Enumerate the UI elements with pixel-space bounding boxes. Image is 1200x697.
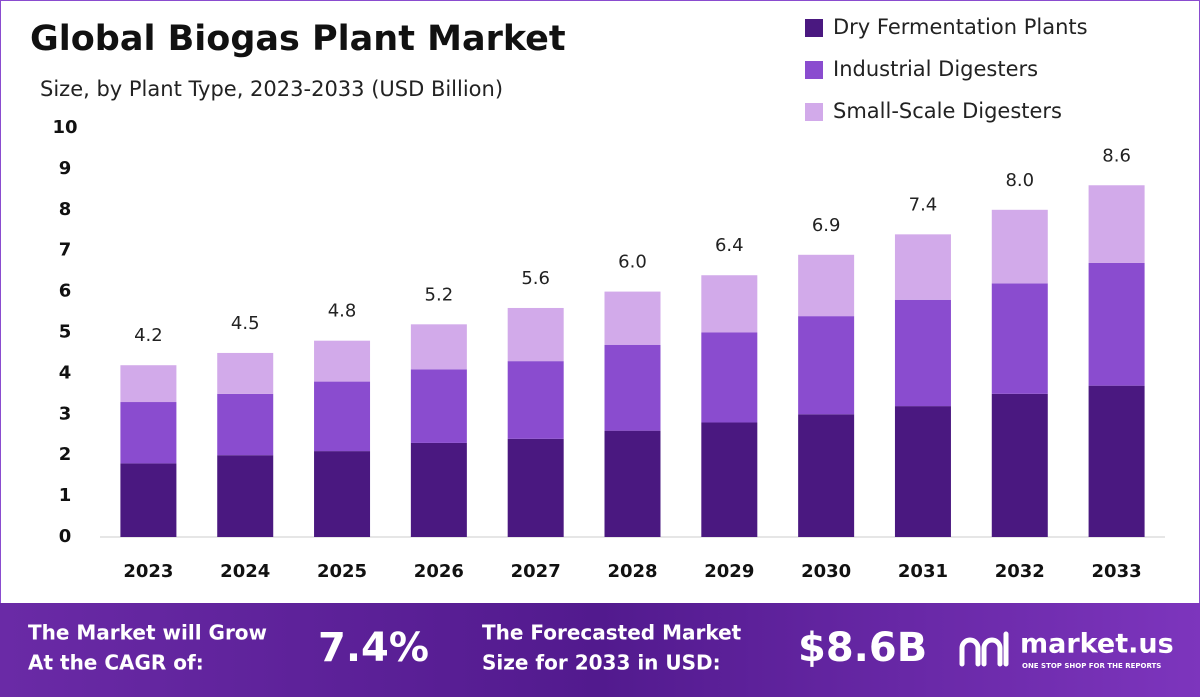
bar-segment [217,393,274,456]
total-label: 6.9 [812,215,841,236]
x-tick-label: 2027 [511,561,561,582]
bar-segment [798,316,855,415]
x-tick-label: 2028 [607,561,657,582]
cagr-text: The Market will Grow [28,621,267,645]
total-label: 4.5 [231,313,260,334]
y-tick-label: 2 [59,444,72,465]
bar-segment [507,307,564,362]
bar-segment [120,463,177,537]
x-tick-label: 2025 [317,561,367,582]
bar-segment [1088,262,1145,386]
bar-segment [217,455,274,537]
bar-segment [217,352,274,394]
y-tick-label: 1 [59,485,72,506]
y-tick-label: 3 [59,403,72,424]
cagr-value: 7.4% [318,625,429,671]
bar-segment [314,381,371,452]
x-tick-label: 2029 [704,561,754,582]
bar-segment [894,234,951,300]
y-tick-label: 6 [59,281,72,302]
x-tick-label: 2023 [123,561,173,582]
y-tick-label: 5 [59,322,72,343]
brand-logo [959,631,1009,667]
y-tick-label: 0 [59,526,72,547]
bar-segment [701,422,758,537]
bar-segment [991,209,1048,284]
x-tick-label: 2031 [898,561,948,582]
bar-segment [604,291,661,345]
forecast-text: The Forecasted Market [482,621,742,645]
total-label: 4.2 [134,325,163,346]
y-tick-label: 9 [59,158,72,179]
cagr-text: At the CAGR of: [28,651,204,675]
total-label: 8.0 [1005,170,1034,191]
bar-segment [314,451,371,537]
bar-segment [604,344,661,431]
bar-segment [991,393,1048,537]
brand-name: market.us [1020,629,1174,660]
chart-title: Global Biogas Plant Market [30,19,566,59]
x-tick-label: 2033 [1092,561,1142,582]
forecast-text: Size for 2033 in USD: [482,651,721,675]
bar-segment [410,442,467,537]
total-label: 5.6 [521,268,550,289]
x-tick-label: 2030 [801,561,851,582]
forecast-value: $8.6B [798,625,927,671]
brand-tagline: ONE STOP SHOP FOR THE REPORTS [1022,662,1161,670]
y-tick-label: 8 [59,199,72,220]
legend-swatch [805,103,823,121]
total-label: 8.6 [1102,145,1131,166]
legend-swatch [805,19,823,37]
total-label: 6.0 [618,252,647,273]
legend-label: Dry Fermentation Plants [833,15,1088,39]
total-label: 7.4 [909,194,938,215]
legend-label: Small-Scale Digesters [833,99,1062,123]
bar-segment [991,283,1048,394]
bar-segment [1088,185,1145,263]
chart-subtitle: Size, by Plant Type, 2023-2033 (USD Bill… [40,77,503,101]
bar-segment [120,365,177,403]
total-label: 6.4 [715,235,744,256]
x-tick-label: 2026 [414,561,464,582]
bar-segment [120,402,177,464]
legend-swatch [805,61,823,79]
bar-segment [604,430,661,537]
bar-segment [701,332,758,423]
x-tick-label: 2024 [220,561,270,582]
bar-segment [410,324,467,370]
bar-segment [798,414,855,537]
bar-segment [894,299,951,407]
bar-segment [410,369,467,443]
bar-segment [507,438,564,537]
bar-segment [507,361,564,439]
total-label: 5.2 [425,284,454,305]
total-label: 4.8 [328,301,357,322]
y-tick-label: 10 [52,117,77,138]
legend-label: Industrial Digesters [833,57,1038,81]
x-tick-label: 2032 [995,561,1045,582]
bar-segment [894,406,951,537]
y-tick-label: 4 [59,362,72,383]
bar-segment [701,275,758,333]
bar-segment [1088,385,1145,537]
bar-segment [314,340,371,382]
bar-segment [798,254,855,317]
y-tick-label: 7 [59,240,72,261]
